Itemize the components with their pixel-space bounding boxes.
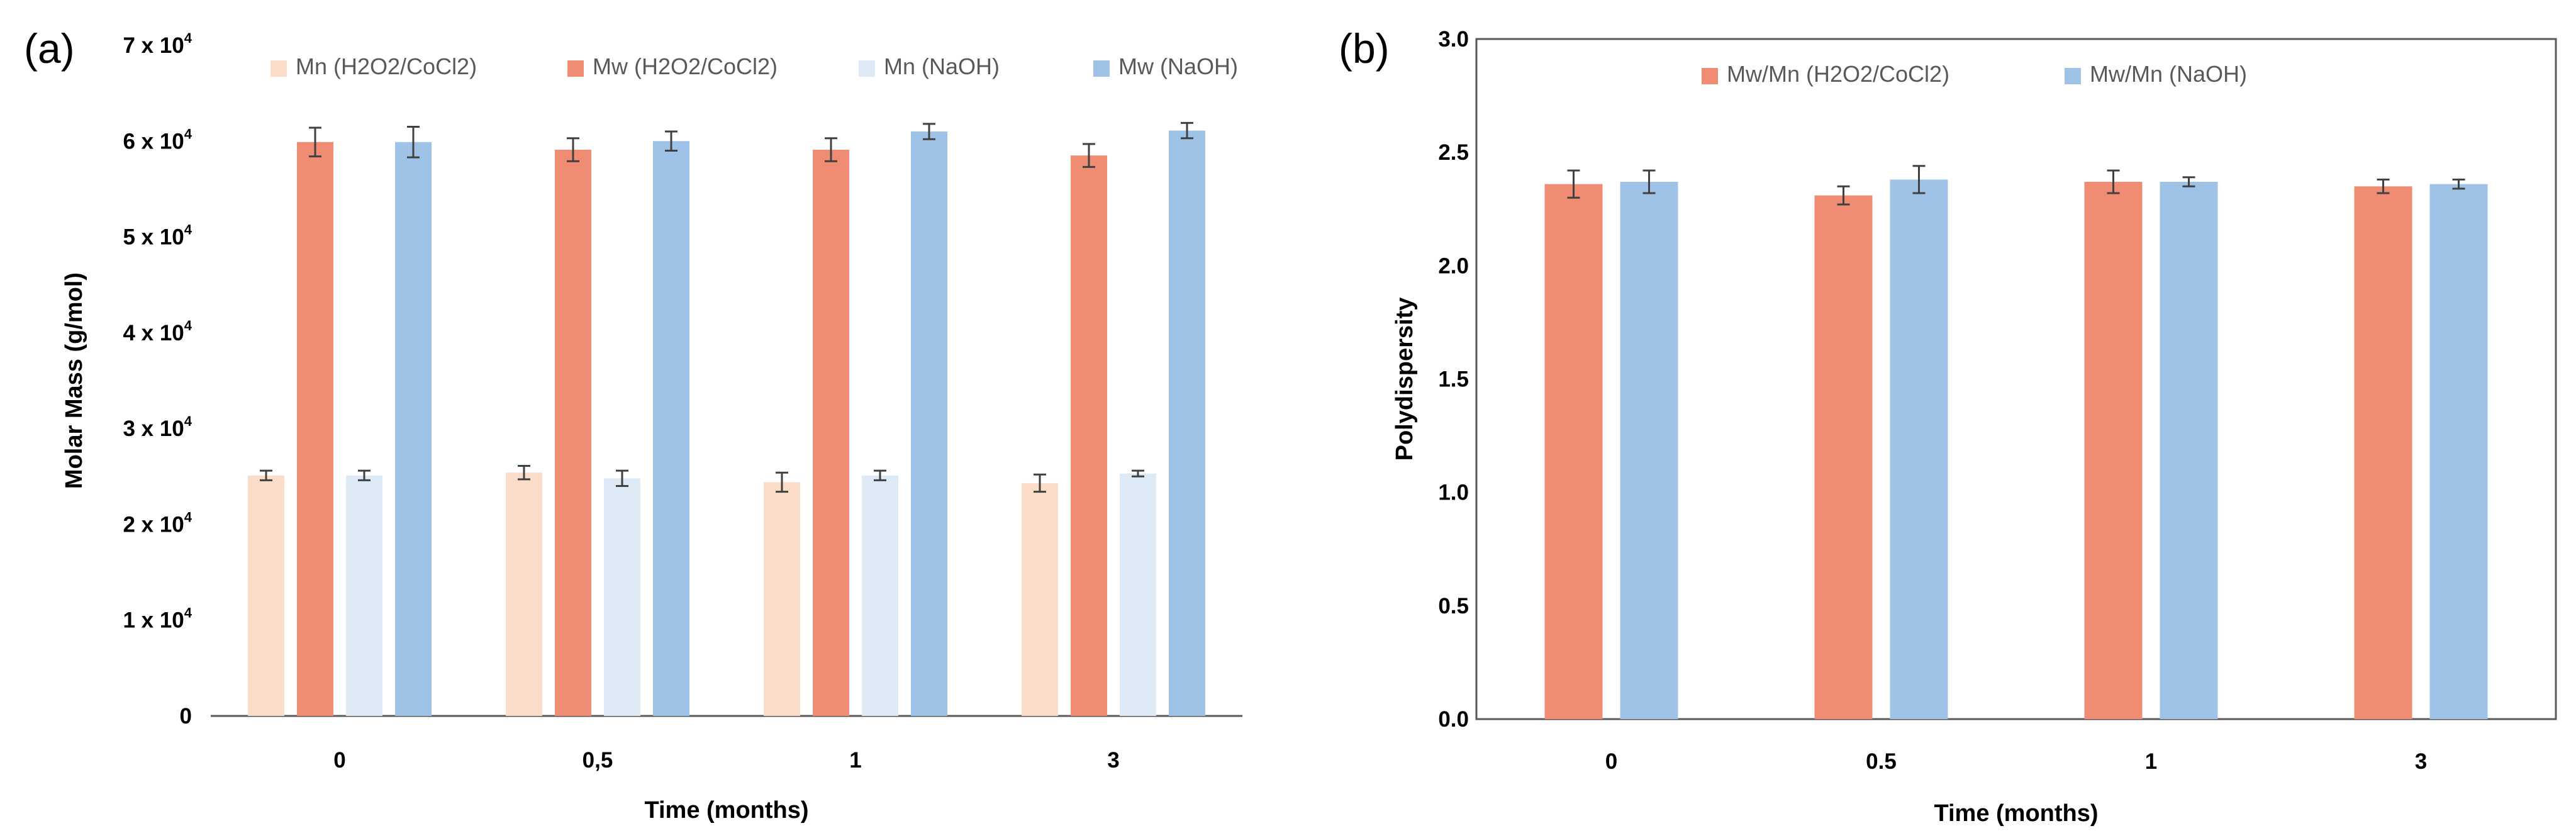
panel-b-y-tick-label: 1.0 [1438,481,1469,505]
panel-a-y-tick-text: 2 x 10 [123,512,184,537]
panel-a-x-tick-label: 0 [333,748,345,773]
panel-b-y-tick-text: 3.0 [1438,27,1469,52]
panel-a-label: (a) [24,25,75,72]
panel-b-plot-frame [1475,38,2557,720]
panel-a-y-tick-text: 6 x 10 [123,129,184,154]
panel-b-y-tick-label: 2.0 [1438,254,1469,278]
panel-a-y-tick-exponent: 4 [184,30,192,46]
panel-a-y-tick-exponent: 4 [184,509,192,525]
panel-a-y-tick-text: 4 x 10 [123,321,184,345]
panel-b-x-tick-label: 0.5 [1866,749,1897,774]
panel-b-y-tick-label: 3.0 [1438,27,1469,52]
panel-a-bar[interactable] [911,131,947,717]
panel-b-x-tick-label: 3 [2415,749,2427,774]
panel-a-legend-label: Mn (NaOH) [884,53,1000,79]
panel-a-bar[interactable] [1169,130,1205,716]
panel-b-bar[interactable] [2160,182,2218,719]
panel-b-x-axis-title: Time (months) [1934,800,2098,827]
panel-a-bar[interactable] [653,141,689,717]
panel-a-y-tick-label: 2 x 104 [123,509,192,537]
panel-b-y-tick-text: 0.0 [1438,707,1469,732]
panel-a-y-tick-exponent: 4 [184,413,192,429]
panel-a-y-tick-exponent: 4 [184,605,192,621]
panel-a-x-tick-label: 1 [849,748,861,773]
panel-a-bar[interactable] [1071,155,1107,717]
panel-b-legend-label: Mw/Mn (H2O2/CoCl2) [1727,61,1949,87]
panel-a-y-tick-label: 5 x 104 [123,222,192,250]
panel-a-y-tick-label: 1 x 104 [123,605,192,633]
panel-a-bar[interactable] [248,475,284,716]
panel-b-bar[interactable] [2354,186,2412,719]
panel-a-y-axis-title: Molar Mass (g/mol) [61,272,87,489]
panel-a-bar[interactable] [813,149,849,716]
panel-b-bar[interactable] [1814,195,1873,719]
panel-a-y-tick-text: 7 x 10 [123,33,184,58]
panel-b-legend-swatch [1702,68,1718,84]
panel-a-legend-swatch [567,60,584,77]
panel-b-y-tick-text: 1.0 [1438,481,1469,505]
panel-b-y-tick-text: 0.5 [1438,594,1469,618]
panel-b-bar[interactable] [2084,182,2143,719]
panel-b-legend-swatch [2065,68,2081,84]
panel-a-bar[interactable] [297,142,333,716]
panel-a-x-tick-label: 0,5 [583,748,613,773]
panel-a-bar[interactable] [1022,483,1058,716]
panel-b-y-tick-text: 2.0 [1438,254,1469,278]
panel-b-legend-label: Mw/Mn (NaOH) [2090,61,2247,87]
panel-b-x-tick-label: 0 [1605,749,1617,774]
panel-a-legend-swatch [270,60,287,77]
panel-a-bar[interactable] [506,472,542,716]
panel-b-y-tick-label: 1.5 [1438,367,1469,392]
panel-b-label: (b) [1339,25,1390,72]
panel-a-y-tick-label: 6 x 104 [123,126,192,154]
panel-a-y-tick-label: 7 x 104 [123,30,192,58]
panel-b-y-tick-text: 1.5 [1438,367,1469,392]
panel-b-bar[interactable] [1620,182,1678,719]
panel-a-x-axis-title: Time (months) [644,797,808,824]
panel-b: (b) 0.0 0.5 1.0 1.5 2.0 2.5 3.0 Polydispersity Ti… [1339,25,2557,827]
panel-a-bar[interactable] [555,149,591,716]
panel-b-x-tick-label: 1 [2145,749,2157,774]
panel-a-legend-label: Mw (NaOH) [1118,53,1238,79]
panel-a-y-tick-exponent: 4 [184,126,192,142]
panel-b-y-tick-text: 2.5 [1438,140,1469,165]
panel-b-bar[interactable] [1890,179,1948,719]
panel-a-bar[interactable] [395,142,432,716]
panel-b-y-tick-label: 0.0 [1438,707,1469,732]
panel-a-y-tick-text: 0 [180,704,192,729]
panel-a-y-tick-exponent: 4 [184,222,192,238]
panel-a-y-tick-label: 3 x 104 [123,413,192,441]
panel-b-y-tick-label: 2.5 [1438,140,1469,165]
panel-a-y-tick-exponent: 4 [184,318,192,333]
panel-a-y-tick-text: 1 x 10 [123,608,184,633]
panel-a-legend-swatch [1093,60,1110,77]
panel-b-y-axis-title: Polydispersity [1391,298,1418,461]
panel-a-bar[interactable] [1120,473,1156,716]
panel-a-y-tick-text: 5 x 10 [123,225,184,250]
panel-a-legend-label: Mw (H2O2/CoCl2) [593,53,778,79]
panel-b-bar[interactable] [1544,184,1603,719]
panel-a-y-tick-label: 0 [180,704,192,729]
panel-a-bar[interactable] [764,482,800,716]
panel-a-legend: Mn (H2O2/CoCl2) Mw (H2O2/CoCl2) Mn (NaOH) M… [270,53,1238,79]
panel-a-legend-swatch [859,60,875,77]
panel-b-y-tick-label: 0.5 [1438,594,1469,618]
panel-b-legend: Mw/Mn (H2O2/CoCl2) Mw/Mn (NaOH) [1702,61,2247,87]
panel-a-bar[interactable] [346,475,382,716]
panel-a-x-tick-label: 3 [1107,748,1119,773]
panel-b-bar[interactable] [2429,184,2488,719]
panel-a-legend-label: Mn (H2O2/CoCl2) [296,53,477,79]
panel-a-y-tick-text: 3 x 10 [123,416,184,441]
panel-a-bar[interactable] [862,475,898,716]
panel-a-bar[interactable] [604,478,640,716]
panel-a-y-tick-label: 4 x 104 [123,318,192,345]
